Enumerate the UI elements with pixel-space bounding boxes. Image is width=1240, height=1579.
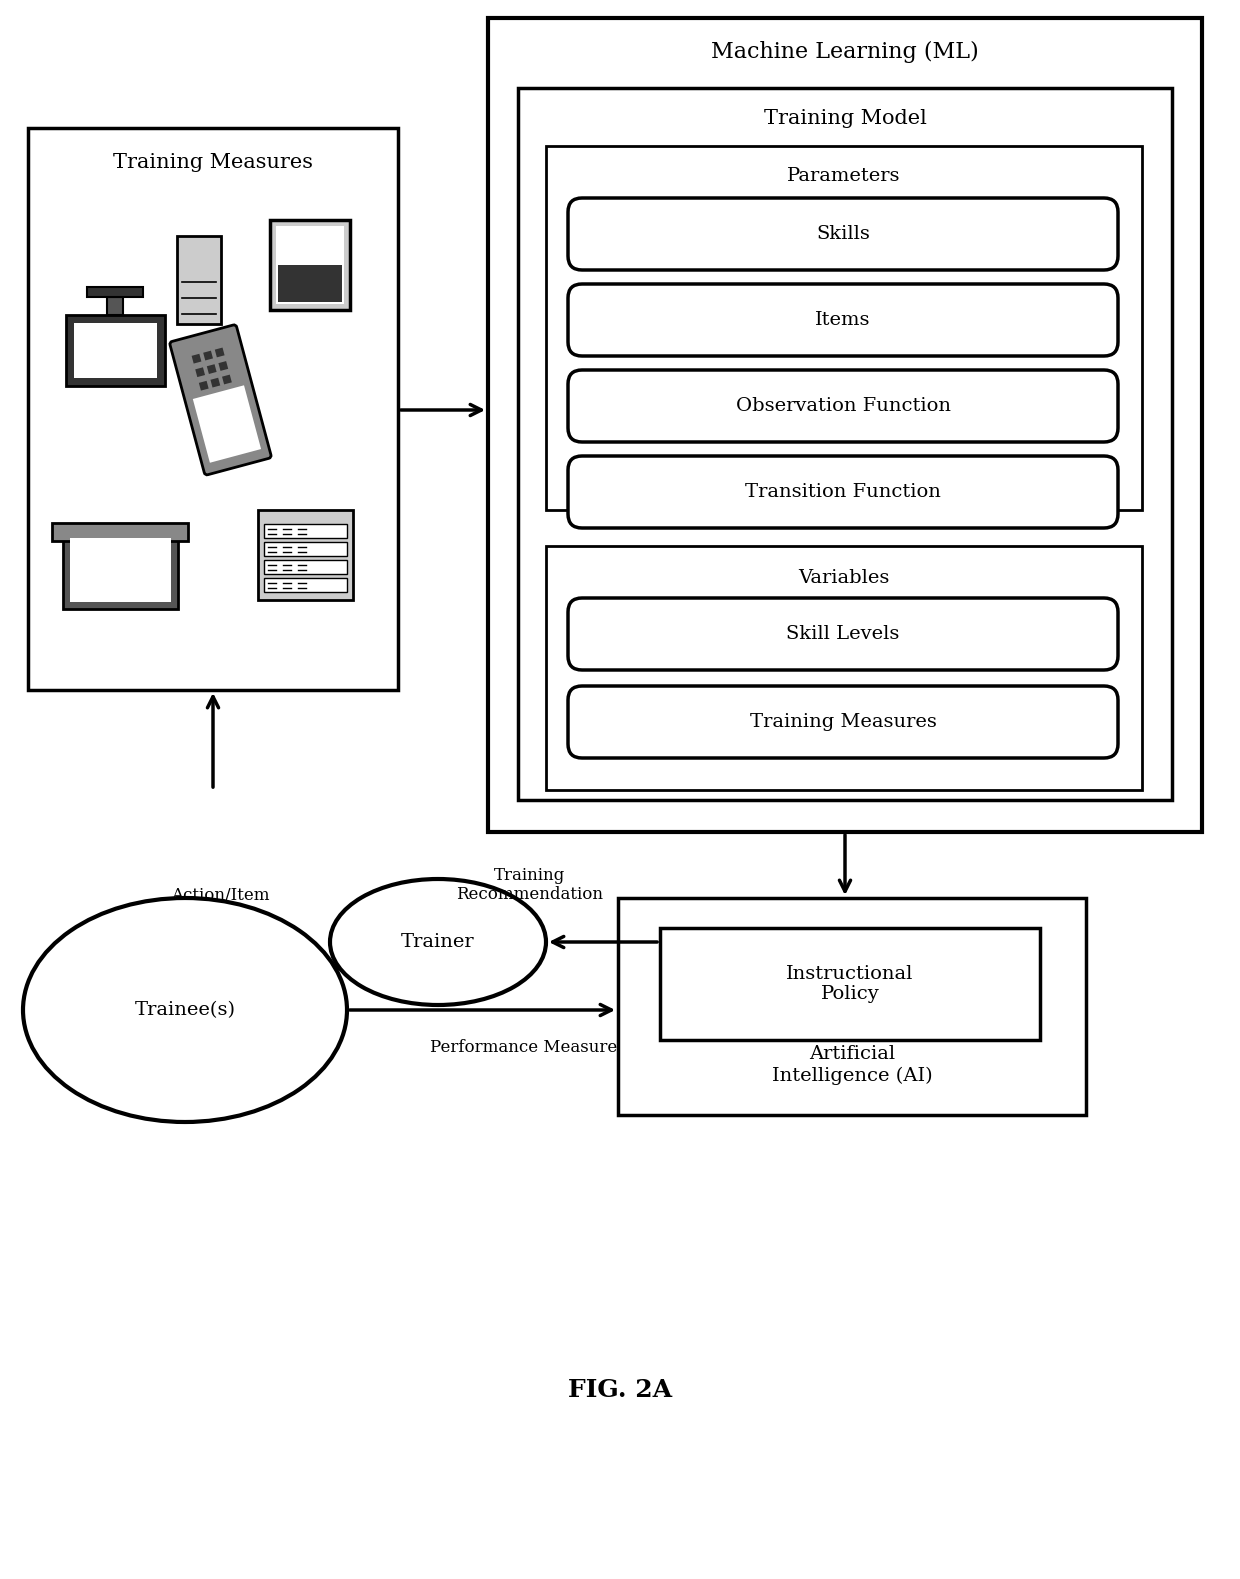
Bar — [52, 523, 188, 542]
Bar — [211, 377, 221, 387]
Bar — [192, 354, 201, 363]
Bar — [222, 374, 232, 384]
Text: Machine Learning (ML): Machine Learning (ML) — [711, 41, 978, 63]
Text: Training Measures: Training Measures — [113, 153, 312, 172]
FancyBboxPatch shape — [568, 456, 1118, 527]
Text: Transition Function: Transition Function — [745, 483, 941, 501]
FancyBboxPatch shape — [568, 598, 1118, 669]
Text: Artificial
Intelligence (AI): Artificial Intelligence (AI) — [771, 1045, 932, 1085]
Bar — [264, 561, 347, 575]
Bar — [618, 898, 1086, 1115]
FancyBboxPatch shape — [568, 685, 1118, 758]
Text: Instructional
Policy: Instructional Policy — [786, 965, 914, 1003]
Bar — [203, 351, 213, 360]
Ellipse shape — [24, 898, 347, 1123]
Bar — [69, 538, 171, 602]
Text: Action/Item: Action/Item — [171, 886, 269, 903]
Bar — [546, 145, 1142, 510]
Bar — [546, 546, 1142, 790]
Text: Training Measures: Training Measures — [749, 714, 936, 731]
Bar — [107, 297, 123, 314]
Bar — [258, 510, 353, 600]
FancyBboxPatch shape — [170, 325, 272, 475]
Text: Observation Function: Observation Function — [735, 396, 951, 415]
Bar — [278, 265, 342, 302]
FancyBboxPatch shape — [568, 197, 1118, 270]
Bar — [518, 88, 1172, 801]
Text: Performance Measure: Performance Measure — [430, 1039, 618, 1056]
Bar — [660, 928, 1040, 1041]
Bar — [74, 324, 157, 377]
Bar — [63, 531, 179, 609]
Text: Trainee(s): Trainee(s) — [134, 1001, 236, 1018]
Bar — [270, 219, 350, 309]
Bar — [264, 578, 347, 592]
FancyBboxPatch shape — [568, 284, 1118, 355]
Bar — [87, 287, 143, 297]
Text: Training
Recommendation: Training Recommendation — [456, 867, 604, 903]
Text: FIG. 2A: FIG. 2A — [568, 1378, 672, 1402]
Bar — [29, 128, 398, 690]
Text: Trainer: Trainer — [402, 933, 475, 951]
Bar — [195, 368, 205, 377]
Ellipse shape — [330, 880, 546, 1004]
Bar — [198, 381, 208, 390]
Bar — [264, 524, 347, 538]
Bar — [489, 17, 1202, 832]
Bar — [177, 235, 221, 324]
Bar — [207, 365, 217, 374]
Text: Variables: Variables — [799, 568, 889, 587]
Text: Items: Items — [815, 311, 870, 328]
Bar — [277, 226, 343, 305]
Bar — [215, 347, 224, 357]
FancyBboxPatch shape — [568, 369, 1118, 442]
Text: Skills: Skills — [816, 224, 870, 243]
Bar — [192, 385, 262, 463]
Bar — [264, 542, 347, 556]
Text: Training Model: Training Model — [764, 109, 926, 128]
Text: Parameters: Parameters — [787, 167, 900, 185]
Bar — [218, 362, 228, 371]
Bar — [66, 314, 165, 385]
Text: Skill Levels: Skill Levels — [786, 625, 900, 643]
